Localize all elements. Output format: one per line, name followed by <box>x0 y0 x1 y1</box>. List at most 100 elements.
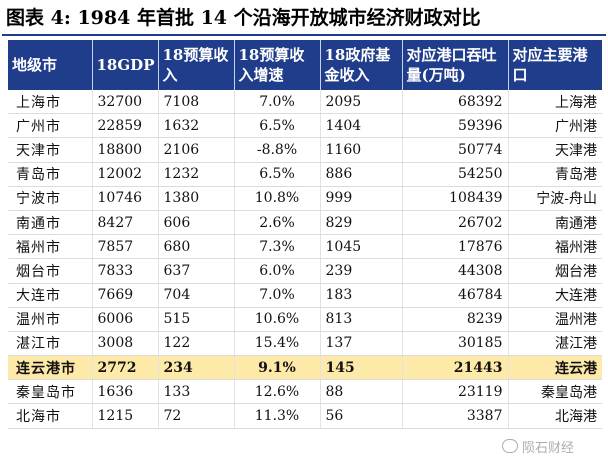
cell-city: 上海市 <box>8 90 93 115</box>
cell-port-throughput: 17876 <box>402 234 509 260</box>
cell-fund-revenue: 239 <box>320 258 403 284</box>
cell-main-port: 湛江港 <box>508 331 602 357</box>
cell-budget-growth: 10.8% <box>234 186 321 211</box>
header-main-port: 对应主要港口 <box>508 40 602 90</box>
cell-main-port: 宁波-舟山 <box>508 186 602 211</box>
cell-main-port: 大连港 <box>508 283 602 308</box>
cell-city: 湛江市 <box>8 331 93 357</box>
cell-budget-revenue: 704 <box>158 283 235 308</box>
cell-gdp: 1215 <box>92 403 159 429</box>
table-body: 上海市 32700 7108 7.0% 2095 68392 上海港 广州市 22859 1632… <box>8 90 602 429</box>
table-row: 烟台市 7833 637 6.0% 239 44308 烟台港 <box>8 258 602 284</box>
cell-city: 青岛市 <box>8 162 93 187</box>
cell-main-port: 北海港 <box>508 403 602 429</box>
cell-gdp: 7833 <box>92 258 159 284</box>
cell-city: 福州市 <box>8 234 93 260</box>
table-row: 福州市 7857 680 7.3% 1045 17876 福州港 <box>8 234 602 260</box>
cell-gdp: 32700 <box>92 90 159 115</box>
cell-fund-revenue: 2095 <box>320 90 403 115</box>
cell-budget-revenue: 234 <box>158 355 235 381</box>
table-header-row: 地级市 18GDP 18预算收入 18预算收入增速 18政府基金收入 对应港口吞… <box>8 40 602 90</box>
header-port-throughput: 对应港口吞吐量(万吨) <box>402 40 509 90</box>
cell-gdp: 6006 <box>92 307 159 332</box>
cell-port-throughput: 59396 <box>402 113 509 139</box>
table-row: 青岛市 12002 1232 6.5% 886 54250 青岛港 <box>8 162 602 187</box>
cell-gdp: 22859 <box>92 113 159 139</box>
cell-budget-growth: 6.5% <box>234 113 321 139</box>
cell-gdp: 2772 <box>92 355 159 381</box>
cell-gdp: 7669 <box>92 283 159 308</box>
cell-gdp: 3008 <box>92 331 159 357</box>
wechat-icon <box>501 439 518 453</box>
cell-main-port: 福州港 <box>508 234 602 260</box>
header-city: 地级市 <box>8 40 93 90</box>
cell-port-throughput: 54250 <box>402 162 509 187</box>
cell-city: 北海市 <box>8 403 93 429</box>
table-row: 广州市 22859 1632 6.5% 1404 59396 广州港 <box>8 113 602 139</box>
watermark: 陨石财经 <box>501 437 574 456</box>
cell-main-port: 广州港 <box>508 113 602 139</box>
cell-budget-revenue: 72 <box>158 403 235 429</box>
watermark-text: 陨石财经 <box>521 441 574 456</box>
cell-budget-growth: 6.5% <box>234 162 321 187</box>
cell-fund-revenue: 1045 <box>320 234 403 260</box>
cell-budget-growth: 6.0% <box>234 258 321 284</box>
cell-budget-growth: 11.3% <box>234 403 321 429</box>
cell-fund-revenue: 886 <box>320 162 403 187</box>
cell-main-port: 烟台港 <box>508 258 602 284</box>
table-row: 大连市 7669 704 7.0% 183 46784 大连港 <box>8 283 602 308</box>
cell-fund-revenue: 56 <box>320 403 403 429</box>
cell-budget-revenue: 133 <box>158 379 235 405</box>
cell-port-throughput: 44308 <box>402 258 509 284</box>
cell-gdp: 18800 <box>92 137 159 163</box>
cell-main-port: 天津港 <box>508 137 602 163</box>
cell-city: 烟台市 <box>8 258 93 284</box>
header-fund-revenue: 18政府基金收入 <box>320 40 403 90</box>
cell-budget-revenue: 637 <box>158 258 235 284</box>
table-row: 湛江市 3008 122 15.4% 137 30185 湛江港 <box>8 331 602 357</box>
cell-fund-revenue: 999 <box>320 186 403 211</box>
header-budget-growth: 18预算收入增速 <box>234 40 321 90</box>
cell-fund-revenue: 183 <box>320 283 403 308</box>
cell-port-throughput: 26702 <box>402 210 509 236</box>
cell-budget-growth: 7.0% <box>234 283 321 308</box>
cell-budget-revenue: 7108 <box>158 90 235 115</box>
cell-budget-growth: 7.0% <box>234 90 321 115</box>
cell-budget-revenue: 2106 <box>158 137 235 163</box>
cell-main-port: 秦皇岛港 <box>508 379 602 405</box>
cell-budget-growth: -8.8% <box>234 137 321 163</box>
cell-city: 广州市 <box>8 113 93 139</box>
cell-budget-revenue: 606 <box>158 210 235 236</box>
cell-budget-growth: 2.6% <box>234 210 321 236</box>
cell-gdp: 10746 <box>92 186 159 211</box>
cell-budget-growth: 12.6% <box>234 379 321 405</box>
cell-fund-revenue: 137 <box>320 331 403 357</box>
table-row: 上海市 32700 7108 7.0% 2095 68392 上海港 <box>8 90 602 115</box>
cell-port-throughput: 68392 <box>402 90 509 115</box>
cell-budget-revenue: 1232 <box>158 162 235 187</box>
cell-gdp: 1636 <box>92 379 159 405</box>
table-row: 温州市 6006 515 10.6% 813 8239 温州港 <box>8 307 602 332</box>
cell-city: 天津市 <box>8 137 93 163</box>
cell-fund-revenue: 1404 <box>320 113 403 139</box>
header-gdp: 18GDP <box>92 40 159 90</box>
cell-port-throughput: 108439 <box>402 186 509 211</box>
cell-main-port: 连云港 <box>508 355 602 381</box>
cell-budget-revenue: 1380 <box>158 186 235 211</box>
table-row: 连云港市 2772 234 9.1% 145 21443 连云港 <box>8 355 602 381</box>
cell-fund-revenue: 829 <box>320 210 403 236</box>
cell-city: 大连市 <box>8 283 93 308</box>
cell-city: 温州市 <box>8 307 93 332</box>
cell-budget-growth: 10.6% <box>234 307 321 332</box>
cell-budget-revenue: 515 <box>158 307 235 332</box>
cell-port-throughput: 23119 <box>402 379 509 405</box>
table-row: 北海市 1215 72 11.3% 56 3387 北海港 <box>8 403 602 429</box>
cell-city: 连云港市 <box>8 355 93 381</box>
title-rule <box>2 34 606 36</box>
cell-port-throughput: 3387 <box>402 403 509 429</box>
cell-budget-growth: 15.4% <box>234 331 321 357</box>
table-row: 南通市 8427 606 2.6% 829 26702 南通港 <box>8 210 602 236</box>
cell-fund-revenue: 88 <box>320 379 403 405</box>
cell-fund-revenue: 1160 <box>320 137 403 163</box>
table-row: 秦皇岛市 1636 133 12.6% 88 23119 秦皇岛港 <box>8 379 602 405</box>
